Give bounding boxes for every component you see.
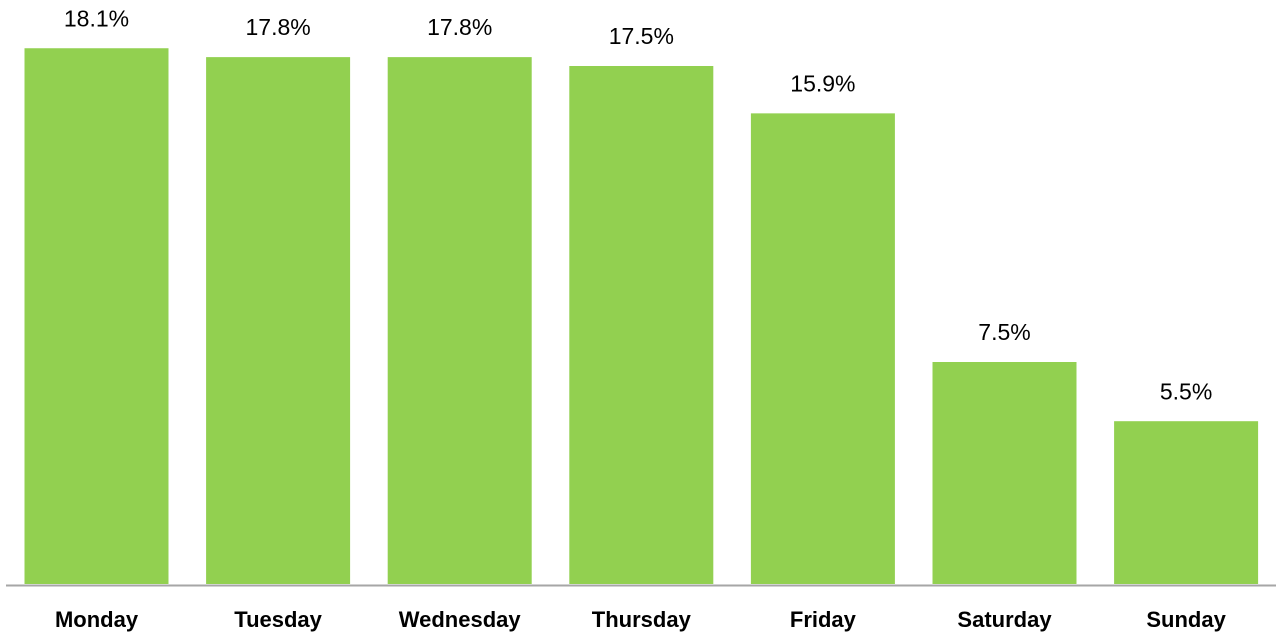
x-tick-label: Thursday <box>592 607 692 632</box>
x-tick-label: Monday <box>55 607 139 632</box>
value-label: 18.1% <box>64 5 129 31</box>
x-tick-label: Friday <box>790 607 857 632</box>
bar <box>1114 421 1259 584</box>
value-label: 17.8% <box>245 14 310 40</box>
x-tick-label: Saturday <box>957 607 1052 632</box>
x-tick-label: Wednesday <box>399 607 522 632</box>
bar <box>206 57 351 585</box>
bar <box>569 66 714 584</box>
value-label: 15.9% <box>790 70 855 96</box>
x-tick-label: Tuesday <box>234 607 322 632</box>
x-tick-label: Sunday <box>1146 607 1226 632</box>
value-label: 17.5% <box>609 23 674 49</box>
value-label: 7.5% <box>978 319 1030 345</box>
bar <box>932 362 1077 584</box>
bar <box>750 113 895 585</box>
value-label: 5.5% <box>1160 378 1212 404</box>
bar <box>387 57 532 585</box>
bar <box>24 48 169 585</box>
value-label: 17.8% <box>427 14 492 40</box>
